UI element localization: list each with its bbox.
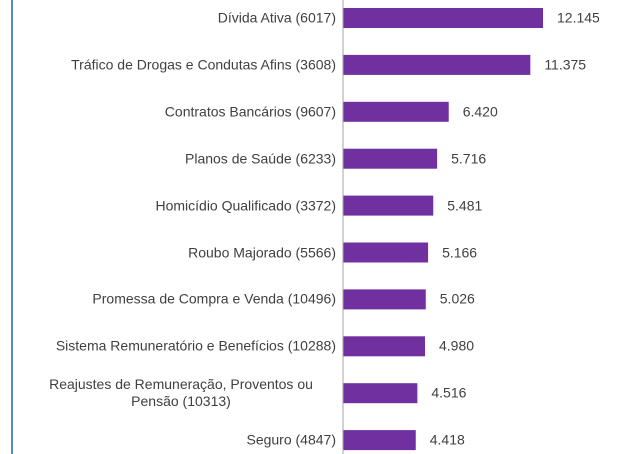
category-label: Reajustes de Remuneração, Proventos ou P… [49,376,313,410]
bar [343,148,438,169]
value-label: 5.716 [451,150,487,167]
category-label: Planos de Saúde (6233) [185,150,336,167]
value-label: 5.166 [442,244,478,260]
value-label: 11.375 [544,56,587,73]
bar [343,242,429,263]
value-label: 12.145 [557,9,600,26]
value-label: 4.516 [431,384,467,401]
value-label: 4.980 [439,337,475,354]
bar [343,383,418,404]
value-label: 5.026 [439,290,475,307]
category-label: Tráfico de Drogas e Condutas Afins (3608… [71,56,336,73]
bar [343,430,416,451]
bar [343,54,531,75]
category-label: Roubo Majorado (5566) [188,244,336,260]
bar [343,8,543,28]
category-label: Homicídio Qualificado (3372) [155,197,336,214]
bar [343,101,449,122]
value-label: 4.418 [429,431,465,448]
value-label: 5.481 [447,197,483,214]
frame-border [11,0,13,454]
category-label: Promessa de Compra e Venda (10496) [92,290,336,307]
bar [343,336,426,357]
category-label: Dívida Ativa (6017) [217,9,336,26]
bar [343,195,434,216]
bar [343,289,426,310]
category-label: Contratos Bancários (9607) [164,103,336,120]
value-label: 6.420 [462,103,498,120]
category-label: Seguro (4847) [246,431,336,448]
category-label: Sistema Remuneratório e Benefícios (1028… [55,337,336,354]
